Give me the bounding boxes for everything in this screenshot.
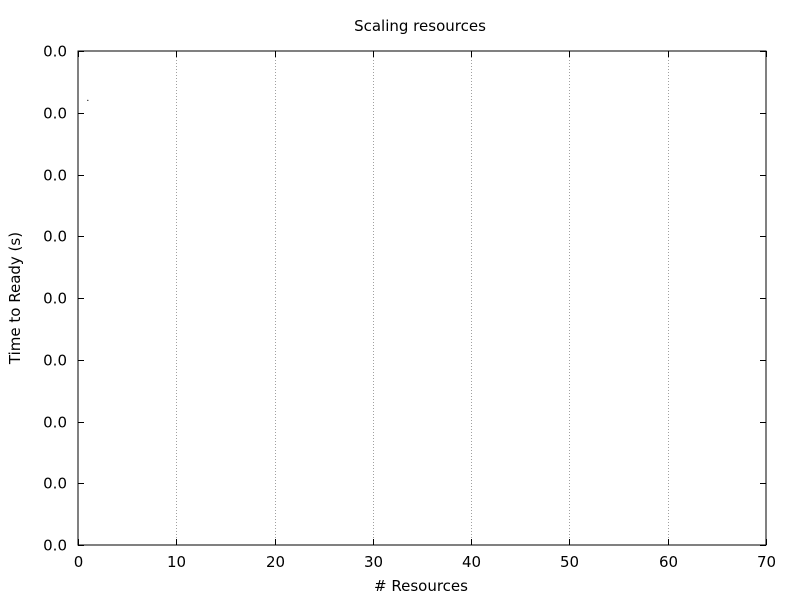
x-tick-label: 20: [266, 553, 285, 571]
y-tick-label: 0.0: [43, 167, 67, 185]
x-tick-label: 50: [560, 553, 579, 571]
y-tick-label: 0.0: [43, 475, 67, 493]
x-tick-label: 60: [659, 553, 678, 571]
y-tick-label: 0.0: [43, 414, 67, 432]
y-tick-label: 0.0: [43, 43, 67, 61]
series-layer: [87, 99, 89, 101]
y-axis-ticks: [78, 51, 766, 546]
x-tick-label: 0: [74, 553, 84, 571]
x-axis-tick-labels: 0 10 20 30 40 50 60 70: [74, 553, 776, 571]
x-axis-ticks: [78, 51, 767, 545]
x-axis-label: # Resources: [374, 577, 468, 595]
x-tick-label: 10: [167, 553, 186, 571]
y-tick-label: 0.0: [43, 352, 67, 370]
y-tick-label: 0.0: [43, 228, 67, 246]
chart-title: Scaling resources: [354, 17, 486, 35]
y-axis-label: Time to Ready (s): [6, 232, 24, 365]
data-point: [87, 99, 89, 101]
y-tick-label: 0.0: [43, 537, 67, 555]
grid-layer: [176, 51, 669, 545]
y-axis-tick-labels: 0.0 0.0 0.0 0.0 0.0 0.0 0.0 0.0 0.0: [43, 43, 67, 555]
y-tick-label: 0.0: [43, 290, 67, 308]
x-tick-label: 40: [462, 553, 481, 571]
y-tick-label: 0.0: [43, 105, 67, 123]
x-tick-label: 30: [364, 553, 383, 571]
x-tick-label: 70: [757, 553, 776, 571]
